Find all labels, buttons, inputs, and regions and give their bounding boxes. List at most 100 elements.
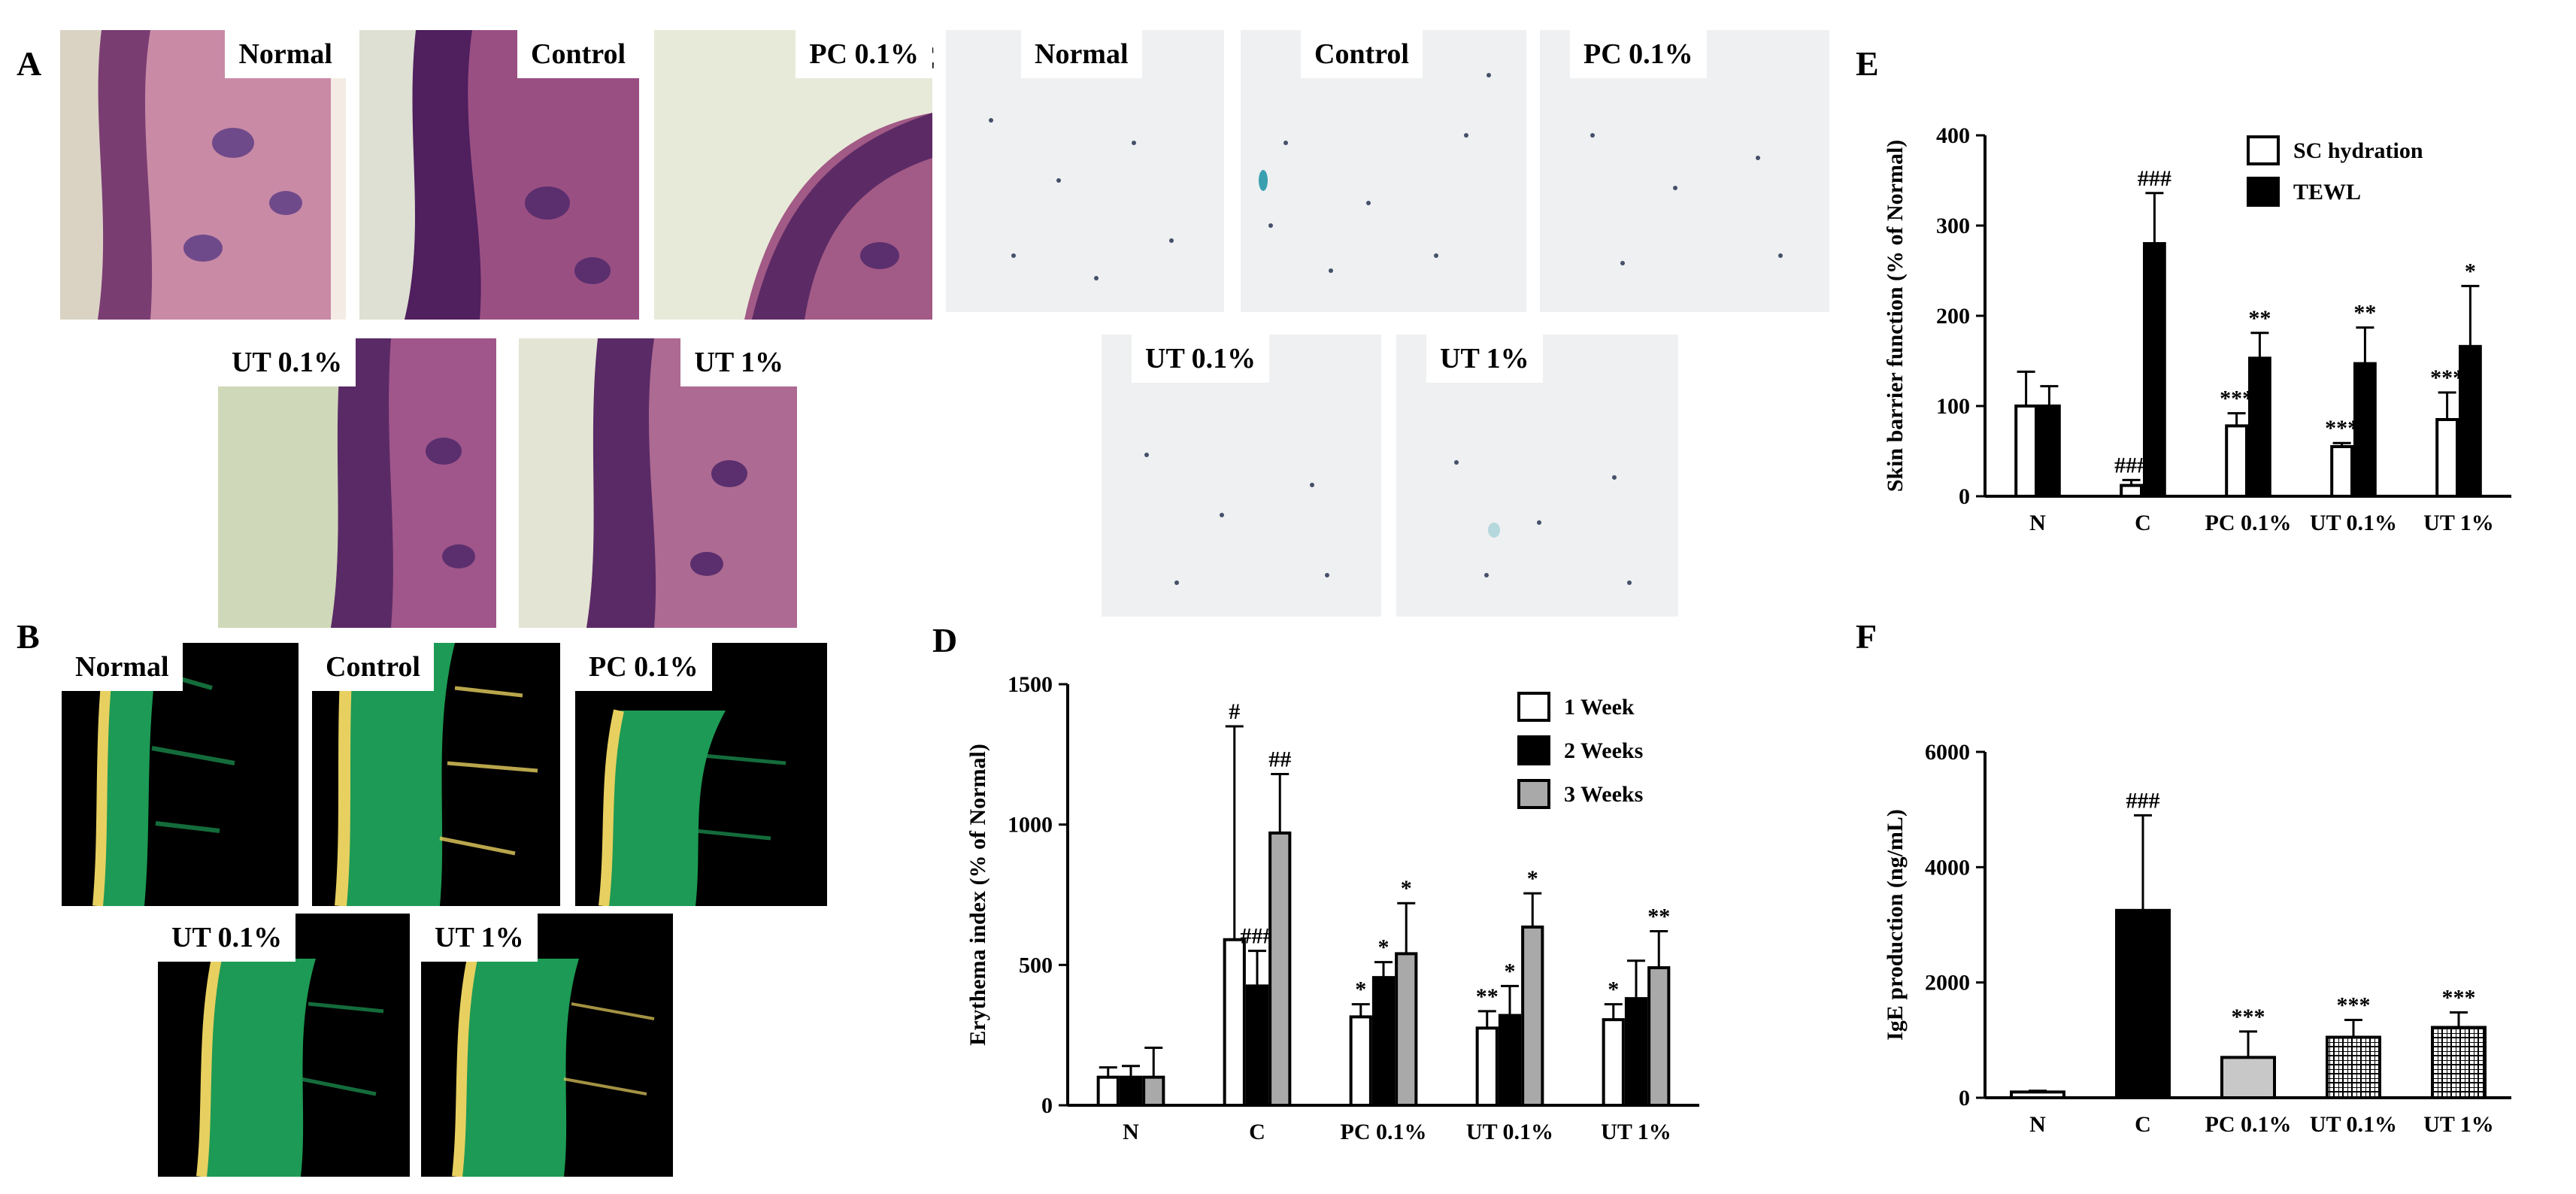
label-control: Control xyxy=(517,30,639,78)
significance-mark: ### xyxy=(2138,166,2171,191)
legend-swatch xyxy=(2247,135,2280,165)
bar xyxy=(1602,1018,1625,1107)
x-tick-label: C xyxy=(2135,1112,2151,1137)
significance-mark: ### xyxy=(1241,924,1274,949)
bar xyxy=(2115,908,2171,1100)
significance-mark: ** xyxy=(2353,301,2376,326)
label-ut-0-1: UT 0.1% xyxy=(1132,335,1270,383)
y-tick-label: 0 xyxy=(1959,484,1970,509)
significance-mark: * xyxy=(1505,959,1516,983)
bar xyxy=(2225,424,2249,498)
legend-label: 2 Weeks xyxy=(1564,738,1643,763)
oct-image-pc-0-1: PC 0.1% xyxy=(575,643,827,906)
oct-image-ut-0-1: UT 0.1% xyxy=(158,914,410,1177)
legend-label: 1 Week xyxy=(1564,695,1635,720)
significance-mark: *** xyxy=(2220,386,2253,411)
bar xyxy=(1647,966,1671,1108)
significance-mark: *** xyxy=(2337,993,2371,1018)
y-tick-label: 200 xyxy=(1936,304,1970,329)
panel-letter-f: F xyxy=(1856,617,1877,656)
label-pc-0-1: PC 0.1% xyxy=(796,30,932,78)
significance-mark: ** xyxy=(1476,984,1499,1009)
panel-letter-b: B xyxy=(17,617,40,656)
label-pc-0-1: PC 0.1% xyxy=(1570,30,1707,78)
y-axis-label: Erythema index (% of Normal) xyxy=(965,744,990,1046)
significance-mark: *** xyxy=(2442,986,2476,1011)
y-tick-label: 400 xyxy=(1936,123,1970,148)
bar xyxy=(1245,984,1269,1108)
label-normal: Normal xyxy=(225,30,346,78)
label-control: Control xyxy=(312,643,434,691)
stain-image-pc-0-1: PC 0.1% xyxy=(1540,30,1829,312)
label-control: Control xyxy=(1301,30,1423,78)
x-tick-label: N xyxy=(1123,1120,1139,1144)
significance-mark: ## xyxy=(1268,747,1291,771)
panel-letter-e: E xyxy=(1856,44,1879,83)
legend-swatch xyxy=(1517,735,1550,765)
y-axis-label: IgE production (ng/mL) xyxy=(1883,809,1908,1041)
bar xyxy=(1142,1075,1165,1108)
significance-mark: *** xyxy=(2232,1005,2265,1029)
oct-image-control: Control xyxy=(312,643,560,906)
histology-image-normal: Normal xyxy=(60,30,346,320)
bar xyxy=(1268,831,1292,1107)
stain-image-control: Control xyxy=(1241,30,1526,312)
bar xyxy=(2014,405,2038,498)
bar xyxy=(2431,1026,2487,1100)
y-tick-label: 4000 xyxy=(1925,855,1970,880)
significance-mark: *** xyxy=(2325,416,2359,441)
legend-label: SC hydration xyxy=(2293,138,2423,163)
label-normal: Normal xyxy=(62,643,183,691)
bar xyxy=(2353,362,2377,498)
histology-image-ut-0-1: UT 0.1% xyxy=(218,338,496,628)
x-tick-label: PC 0.1% xyxy=(2205,511,2292,535)
x-tick-label: N xyxy=(2029,511,2046,535)
significance-mark: ** xyxy=(2248,306,2271,331)
y-tick-label: 1500 xyxy=(1008,672,1053,697)
bar xyxy=(2435,418,2459,498)
bar xyxy=(2010,1090,2065,1099)
ige-chart: 0 2000 4000 6000 IgE production (ng/mL) N C ###… xyxy=(1883,740,2511,1137)
x-tick-label: UT 0.1% xyxy=(2310,1112,2397,1137)
significance-mark: * xyxy=(1355,977,1366,1002)
x-tick-label: C xyxy=(1249,1120,1265,1144)
label-ut-0-1: UT 0.1% xyxy=(218,338,356,386)
label-ut-1: UT 1% xyxy=(1426,335,1543,383)
stain-image-ut-0-1: UT 0.1% xyxy=(1102,335,1381,617)
bar xyxy=(2248,356,2271,498)
x-tick-label: PC 0.1% xyxy=(1341,1120,1427,1144)
bar xyxy=(2459,344,2482,498)
histology-image-ut-1: UT 1% xyxy=(519,338,797,628)
label-ut-0-1: UT 0.1% xyxy=(158,914,296,962)
bar xyxy=(1475,1026,1499,1108)
legend-swatch xyxy=(2247,177,2280,207)
bar xyxy=(1624,997,1648,1107)
significance-mark: # xyxy=(1229,699,1240,724)
bar xyxy=(1521,925,1544,1107)
bar xyxy=(1223,938,1246,1107)
bar xyxy=(2038,405,2061,498)
bar xyxy=(1119,1075,1143,1108)
label-ut-1: UT 1% xyxy=(421,914,538,962)
panel-letter-a: A xyxy=(17,44,42,83)
bar xyxy=(2120,483,2144,498)
x-tick-label: C xyxy=(2135,511,2151,535)
bar xyxy=(1498,1014,1522,1107)
legend-swatch xyxy=(1517,692,1550,722)
significance-mark: * xyxy=(1401,876,1412,901)
x-tick-label: UT 0.1% xyxy=(2310,511,2397,535)
significance-mark: * xyxy=(1608,977,1619,1002)
bar xyxy=(1096,1075,1120,1108)
legend-label: 3 Weeks xyxy=(1564,782,1643,807)
bar xyxy=(1349,1015,1372,1107)
x-tick-label: UT 1% xyxy=(1601,1120,1671,1144)
y-tick-label: 6000 xyxy=(1925,740,1970,765)
y-tick-label: 0 xyxy=(1041,1093,1053,1118)
x-tick-label: PC 0.1% xyxy=(2205,1112,2292,1137)
y-axis-label: Skin barrier function (% of Normal) xyxy=(1883,140,1908,492)
histology-image-pc-0-1: PC 0.1% xyxy=(654,30,932,320)
panel-letter-d: D xyxy=(932,621,958,659)
bar xyxy=(2330,445,2354,498)
x-tick-label: UT 1% xyxy=(2423,511,2494,535)
significance-mark: * xyxy=(1378,935,1390,960)
